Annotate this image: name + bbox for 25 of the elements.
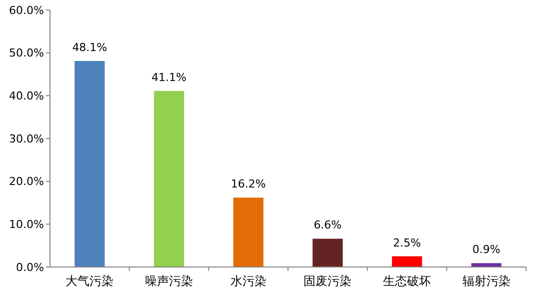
bar	[471, 263, 502, 267]
y-tick-label: 0.0%	[16, 260, 44, 274]
bar	[154, 90, 184, 267]
y-tick-label: 20.0%	[9, 175, 44, 188]
bar	[392, 256, 422, 267]
x-tick-label: 辐射污染	[462, 274, 510, 288]
x-tick-label: 水污染	[230, 274, 266, 288]
data-label: 6.6%	[314, 218, 342, 232]
y-tick-label: 10.0%	[9, 218, 44, 232]
data-label: 41.1%	[152, 70, 186, 84]
data-label: 2.5%	[393, 236, 421, 250]
bar	[74, 60, 105, 267]
x-tick-label: 固废污染	[304, 274, 352, 288]
bar	[312, 238, 343, 267]
x-tick-label: 生态破坏	[383, 274, 431, 288]
y-tick-label: 40.0%	[9, 90, 44, 103]
data-label: 16.2%	[230, 178, 266, 191]
y-tick-label: 60.0%	[9, 4, 44, 17]
y-tick-label: 30.0%	[9, 132, 44, 146]
x-tick-label: 大气污染	[66, 274, 114, 288]
x-tick-label: 噪声污染	[145, 274, 193, 288]
bar	[233, 198, 264, 267]
data-label: 48.1%	[72, 40, 108, 54]
y-tick-label: 50.0%	[9, 46, 44, 60]
data-label: 0.9%	[472, 243, 500, 256]
